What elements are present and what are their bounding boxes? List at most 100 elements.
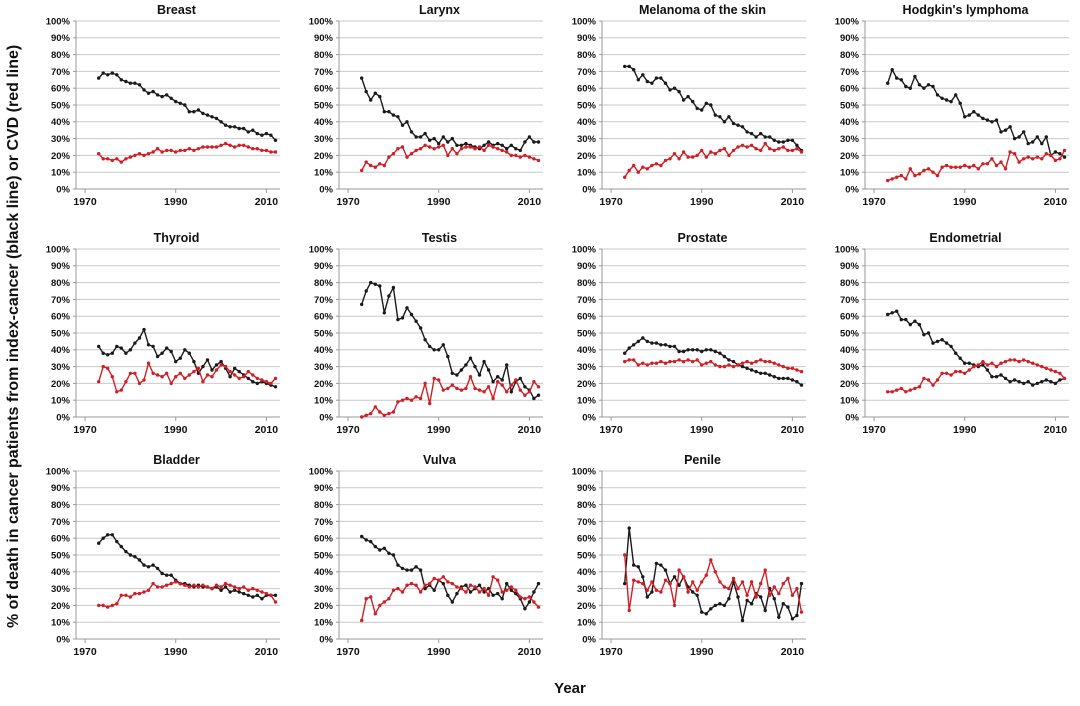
x-tick-label: 2010 (781, 424, 805, 436)
y-tick-label: 0% (845, 412, 859, 423)
series-line-cvd-red-line (624, 359, 802, 373)
chart-title: Vulva (423, 453, 456, 467)
y-tick-label: 90% (51, 483, 71, 494)
series-line-cvd-red-line (361, 144, 539, 171)
y-tick-label: 100% (309, 468, 334, 477)
y-tick-label: 50% (577, 100, 597, 111)
y-tick-label: 100% (835, 18, 860, 27)
chart-title: Prostate (677, 231, 728, 245)
x-tick-label: 2010 (255, 196, 279, 208)
y-tick-label: 10% (51, 396, 71, 407)
y-tick-label: 40% (51, 117, 71, 128)
y-tick-label: 100% (572, 468, 597, 477)
x-tick-label: 1970 (73, 424, 97, 436)
x-tick-label: 1990 (953, 196, 977, 208)
y-tick-label: 10% (840, 396, 860, 407)
y-tick-label: 70% (314, 295, 334, 306)
y-tick-label: 90% (840, 33, 860, 44)
y-tick-label: 50% (51, 100, 71, 111)
chart-plot: 0% 10% 20% 30% 40% 50% 60% 70% 80% 90% 100% 1970 199… (46, 244, 280, 436)
chart-plot: 0% 10% 20% 30% 40% 50% 60% 70% 80% 90% 100% 1970 199… (835, 16, 1069, 208)
y-tick-label: 50% (314, 100, 334, 111)
series-line-cvd-red-line (98, 142, 276, 163)
series-line-cvd-red-line (361, 575, 540, 621)
x-tick-label: 2010 (781, 196, 805, 208)
y-tick-label: 50% (314, 550, 334, 561)
y-tick-label: 20% (577, 151, 597, 162)
x-tick-label: 2010 (1044, 196, 1068, 208)
x-tick-label: 2010 (255, 646, 279, 658)
y-tick-label: 60% (51, 84, 71, 95)
y-tick-label: 0% (319, 634, 333, 645)
y-tick-label: 20% (51, 601, 71, 612)
y-tick-label: 40% (314, 345, 334, 356)
y-tick-label: 40% (51, 567, 71, 578)
chart-title: Penile (684, 453, 721, 467)
y-tick-label: 80% (577, 278, 597, 289)
series-line-index-cancer-black-line (98, 534, 276, 600)
chart-plot: 0% 10% 20% 30% 40% 50% 60% 70% 80% 90% 100% 1970 199… (46, 466, 280, 658)
y-tick-label: 10% (314, 396, 334, 407)
y-tick-label: 60% (840, 312, 860, 323)
series-line-index-cancer-black-line (624, 337, 802, 386)
y-tick-label: 0% (319, 412, 333, 423)
y-tick-label: 20% (314, 151, 334, 162)
y-tick-label: 80% (314, 278, 334, 289)
chart-panel-prostate: Prostate 0% 10% 20% 30% 40% 50% 60% 70% 80% 90% 100… (554, 230, 817, 452)
y-tick-label: 30% (314, 362, 334, 373)
chart-plot: 0% 10% 20% 30% 40% 50% 60% 70% 80% 90% 100% 1970 199… (572, 244, 806, 436)
y-tick-label: 90% (840, 261, 860, 272)
y-tick-label: 100% (572, 246, 597, 255)
y-tick-label: 70% (840, 67, 860, 78)
y-tick-label: 60% (840, 84, 860, 95)
y-tick-label: 40% (840, 345, 860, 356)
y-tick-label: 20% (51, 379, 71, 390)
y-tick-label: 10% (840, 168, 860, 179)
series-line-index-cancer-black-line (98, 327, 276, 388)
y-tick-label: 0% (319, 184, 333, 195)
chart-plot: 0% 10% 20% 30% 40% 50% 60% 70% 80% 90% 100% 1970 199… (46, 16, 280, 208)
chart-panel-thyroid: Thyroid 0% 10% 20% 30% 40% 50% 60% 70% 80% 90% 100%… (28, 230, 291, 452)
y-tick-label: 90% (577, 483, 597, 494)
chart-title: Melanoma of the skin (638, 3, 767, 17)
chart-title: Endometrial (929, 231, 1002, 245)
x-tick-label: 1970 (862, 424, 886, 436)
series-line-index-cancer-black-line (624, 65, 803, 151)
y-tick-label: 70% (51, 295, 71, 306)
y-tick-label: 20% (577, 379, 597, 390)
y-tick-label: 60% (51, 534, 71, 545)
y-tick-label: 100% (572, 18, 597, 27)
y-tick-label: 20% (840, 151, 860, 162)
x-tick-label: 1970 (336, 646, 360, 658)
series-line-cvd-red-line (624, 554, 803, 613)
y-tick-label: 50% (314, 328, 334, 339)
y-tick-label: 30% (51, 584, 71, 595)
y-tick-label: 60% (577, 84, 597, 95)
series-line-index-cancer-black-line (98, 72, 277, 141)
y-tick-label: 100% (46, 468, 71, 477)
x-tick-label: 1990 (690, 196, 714, 208)
y-tick-label: 100% (46, 18, 71, 27)
chart-title: Hodgkin's lymphoma (902, 3, 1029, 17)
x-tick-label: 2010 (518, 646, 542, 658)
y-tick-label: 70% (840, 295, 860, 306)
y-tick-label: 40% (577, 567, 597, 578)
y-tick-label: 0% (845, 184, 859, 195)
x-tick-label: 1990 (427, 196, 451, 208)
y-tick-label: 100% (46, 246, 71, 255)
y-tick-label: 30% (51, 134, 71, 145)
chart-title: Bladder (153, 453, 200, 467)
chart-title: Testis (421, 231, 458, 245)
chart-panel-vulva: Vulva 0% 10% 20% 30% 40% 50% 60% 70% 80% 90% 100% 19… (291, 452, 554, 676)
y-tick-label: 30% (314, 584, 334, 595)
chart-plot: 0% 10% 20% 30% 40% 50% 60% 70% 80% 90% 100% 1970 199… (309, 16, 543, 208)
y-tick-label: 20% (840, 379, 860, 390)
x-tick-label: 2010 (781, 646, 805, 658)
chart-title: Thyroid (153, 231, 200, 245)
series-line-index-cancer-black-line (361, 281, 539, 400)
y-tick-label: 60% (314, 312, 334, 323)
y-tick-label: 40% (314, 117, 334, 128)
y-tick-label: 30% (840, 134, 860, 145)
x-tick-label: 1990 (164, 424, 188, 436)
chart-panel-endometrial: Endometrial 0% 10% 20% 30% 40% 50% 60% 70% 80% 90%… (817, 230, 1080, 452)
